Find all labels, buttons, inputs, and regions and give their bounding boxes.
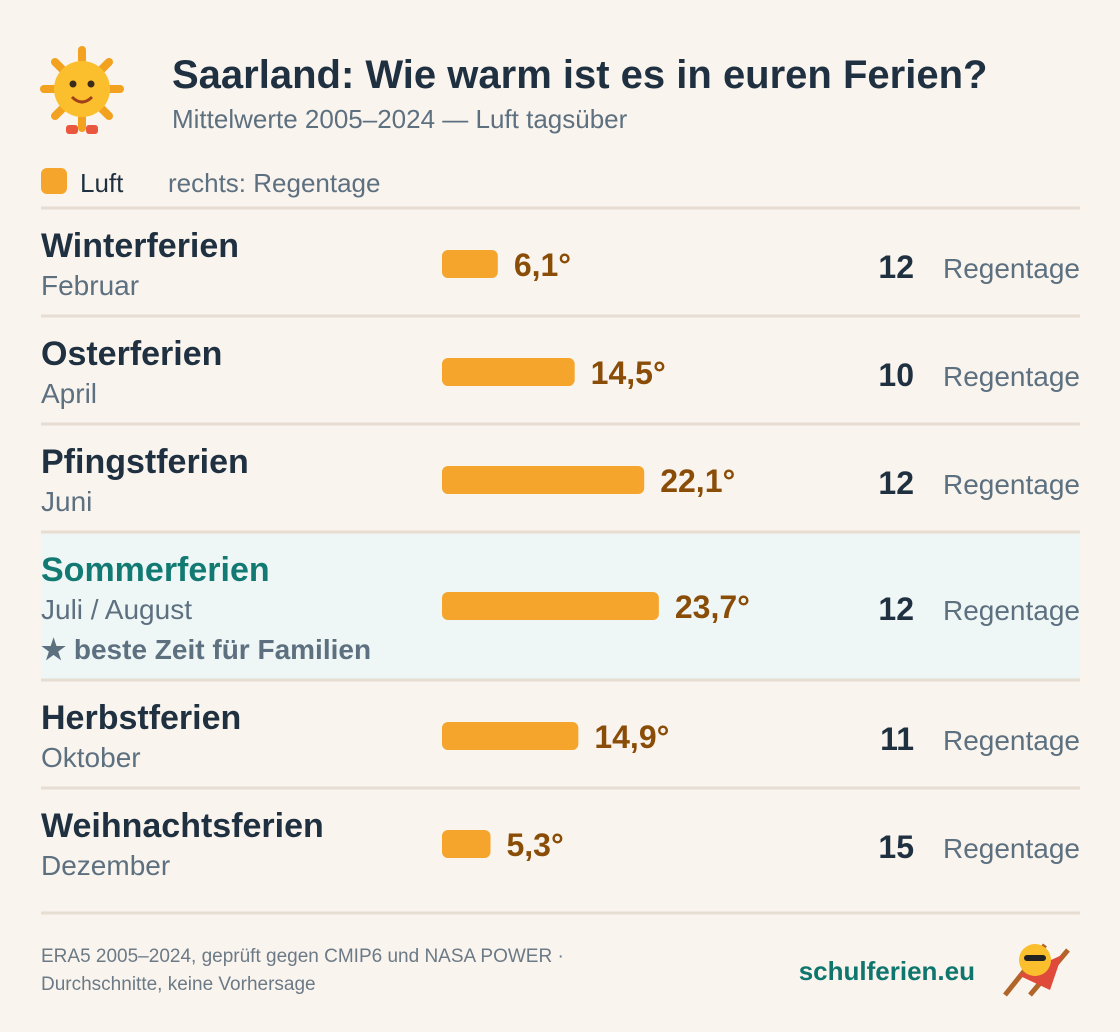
month-label: Oktober [41,742,141,773]
value-label: 14,9° [594,719,669,755]
bar [442,592,659,620]
chart-subtitle: Mittelwerte 2005–2024 — Luft tagsüber [172,104,628,134]
category-label: Osterferien [41,335,222,373]
rain-unit: Regentage [943,595,1080,626]
sun-icon [40,46,124,134]
brand: schulferien.eu [799,956,975,986]
right-label: rechts: Regentage [168,168,380,198]
rain-unit: Regentage [943,469,1080,500]
note: ★ beste Zeit für Familien [41,634,371,665]
bar [442,722,579,750]
legend: Luft rechts: Regentage [41,168,380,198]
rain-unit: Regentage [943,725,1080,756]
rain-unit: Regentage [943,361,1080,392]
rain-days: 12 [878,591,914,627]
bar [442,250,498,278]
month-label: Juli / August [41,594,192,625]
legend-swatch [41,168,67,194]
bar [442,466,645,494]
rain-days: 12 [878,249,914,285]
category-label: Weihnachtsferien [41,807,324,845]
category-label: Herbstferien [41,699,241,737]
rain-unit: Regentage [943,253,1080,284]
rain-unit: Regentage [943,833,1080,864]
bar [442,830,491,858]
month-label: April [41,378,97,409]
rain-days: 12 [878,465,914,501]
legend-label: Luft [80,168,124,198]
month-label: Juni [41,486,92,517]
month-label: Februar [41,270,139,301]
rain-days: 11 [880,721,914,757]
source-line: ERA5 2005–2024, geprüft gegen CMIP6 und … [41,946,564,967]
month-label: Dezember [41,850,170,881]
category-label: Sommerferien [41,551,270,589]
value-label: 5,3° [506,827,563,863]
rain-days: 15 [878,829,914,865]
category-label: Winterferien [41,227,239,265]
value-label: 14,5° [591,355,666,391]
sun-chair-icon [1003,943,1070,997]
value-label: 22,1° [660,463,735,499]
rain-days: 10 [878,357,914,393]
source-line: Durchschnitte, keine Vorhersage [41,974,316,995]
category-label: Pfingstferien [41,443,249,481]
chart-title: Saarland: Wie warm ist es in euren Ferie… [172,53,987,97]
bar [442,358,575,386]
value-label: 23,7° [675,589,750,625]
rows: Winterferien Februar 6,1° 12 Regentage Osterf… [41,206,1080,881]
value-label: 6,1° [514,247,571,283]
